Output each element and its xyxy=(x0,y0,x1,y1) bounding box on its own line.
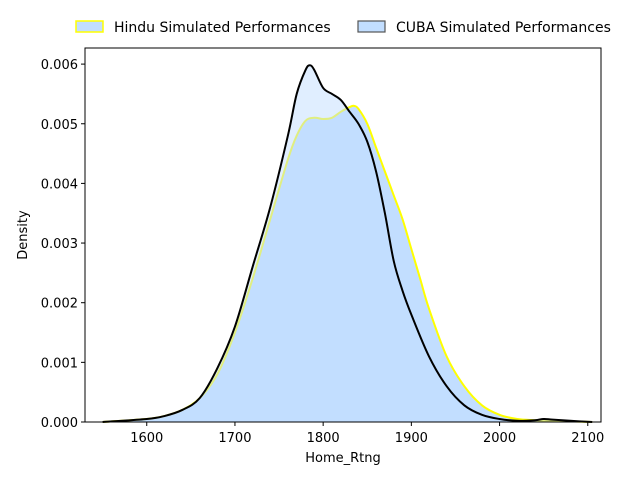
legend-label-cuba: CUBA Simulated Performances xyxy=(396,20,611,36)
x-tick-label: 2100 xyxy=(571,431,604,446)
x-tick-label: 1900 xyxy=(395,431,428,446)
y-tick-label: 0.003 xyxy=(41,237,78,252)
series-area-cuba xyxy=(102,65,593,422)
series-line-cuba xyxy=(102,64,593,423)
y-tick-label: 0.004 xyxy=(41,177,78,192)
legend: Hindu Simulated Performances CUBA Simula… xyxy=(75,20,611,36)
y-tick-label: 0.002 xyxy=(41,297,78,312)
y-tick-label: 0.005 xyxy=(41,118,78,133)
legend-swatch-cuba xyxy=(357,20,386,33)
y-tick-label: 0.000 xyxy=(41,416,78,431)
x-tick-label: 2000 xyxy=(483,431,516,446)
y-tick-label: 0.006 xyxy=(41,58,78,73)
y-tick-label: 0.001 xyxy=(41,356,78,371)
y-axis-title: Density xyxy=(16,210,31,260)
x-tick-label: 1800 xyxy=(307,431,340,446)
x-axis-title: Home_Rtng xyxy=(305,451,381,466)
x-axis: 1600 1700 1800 1900 2000 2100 xyxy=(130,422,604,446)
plot-frame xyxy=(84,47,602,423)
y-axis: 0.000 0.001 0.002 0.003 0.004 0.005 0.006 xyxy=(41,58,85,431)
x-tick-label: 1700 xyxy=(218,431,251,446)
x-tick-label: 1600 xyxy=(130,431,163,446)
series-layer xyxy=(102,64,593,423)
legend-label-hindu: Hindu Simulated Performances xyxy=(114,20,331,36)
legend-swatch-hindu xyxy=(75,20,104,33)
